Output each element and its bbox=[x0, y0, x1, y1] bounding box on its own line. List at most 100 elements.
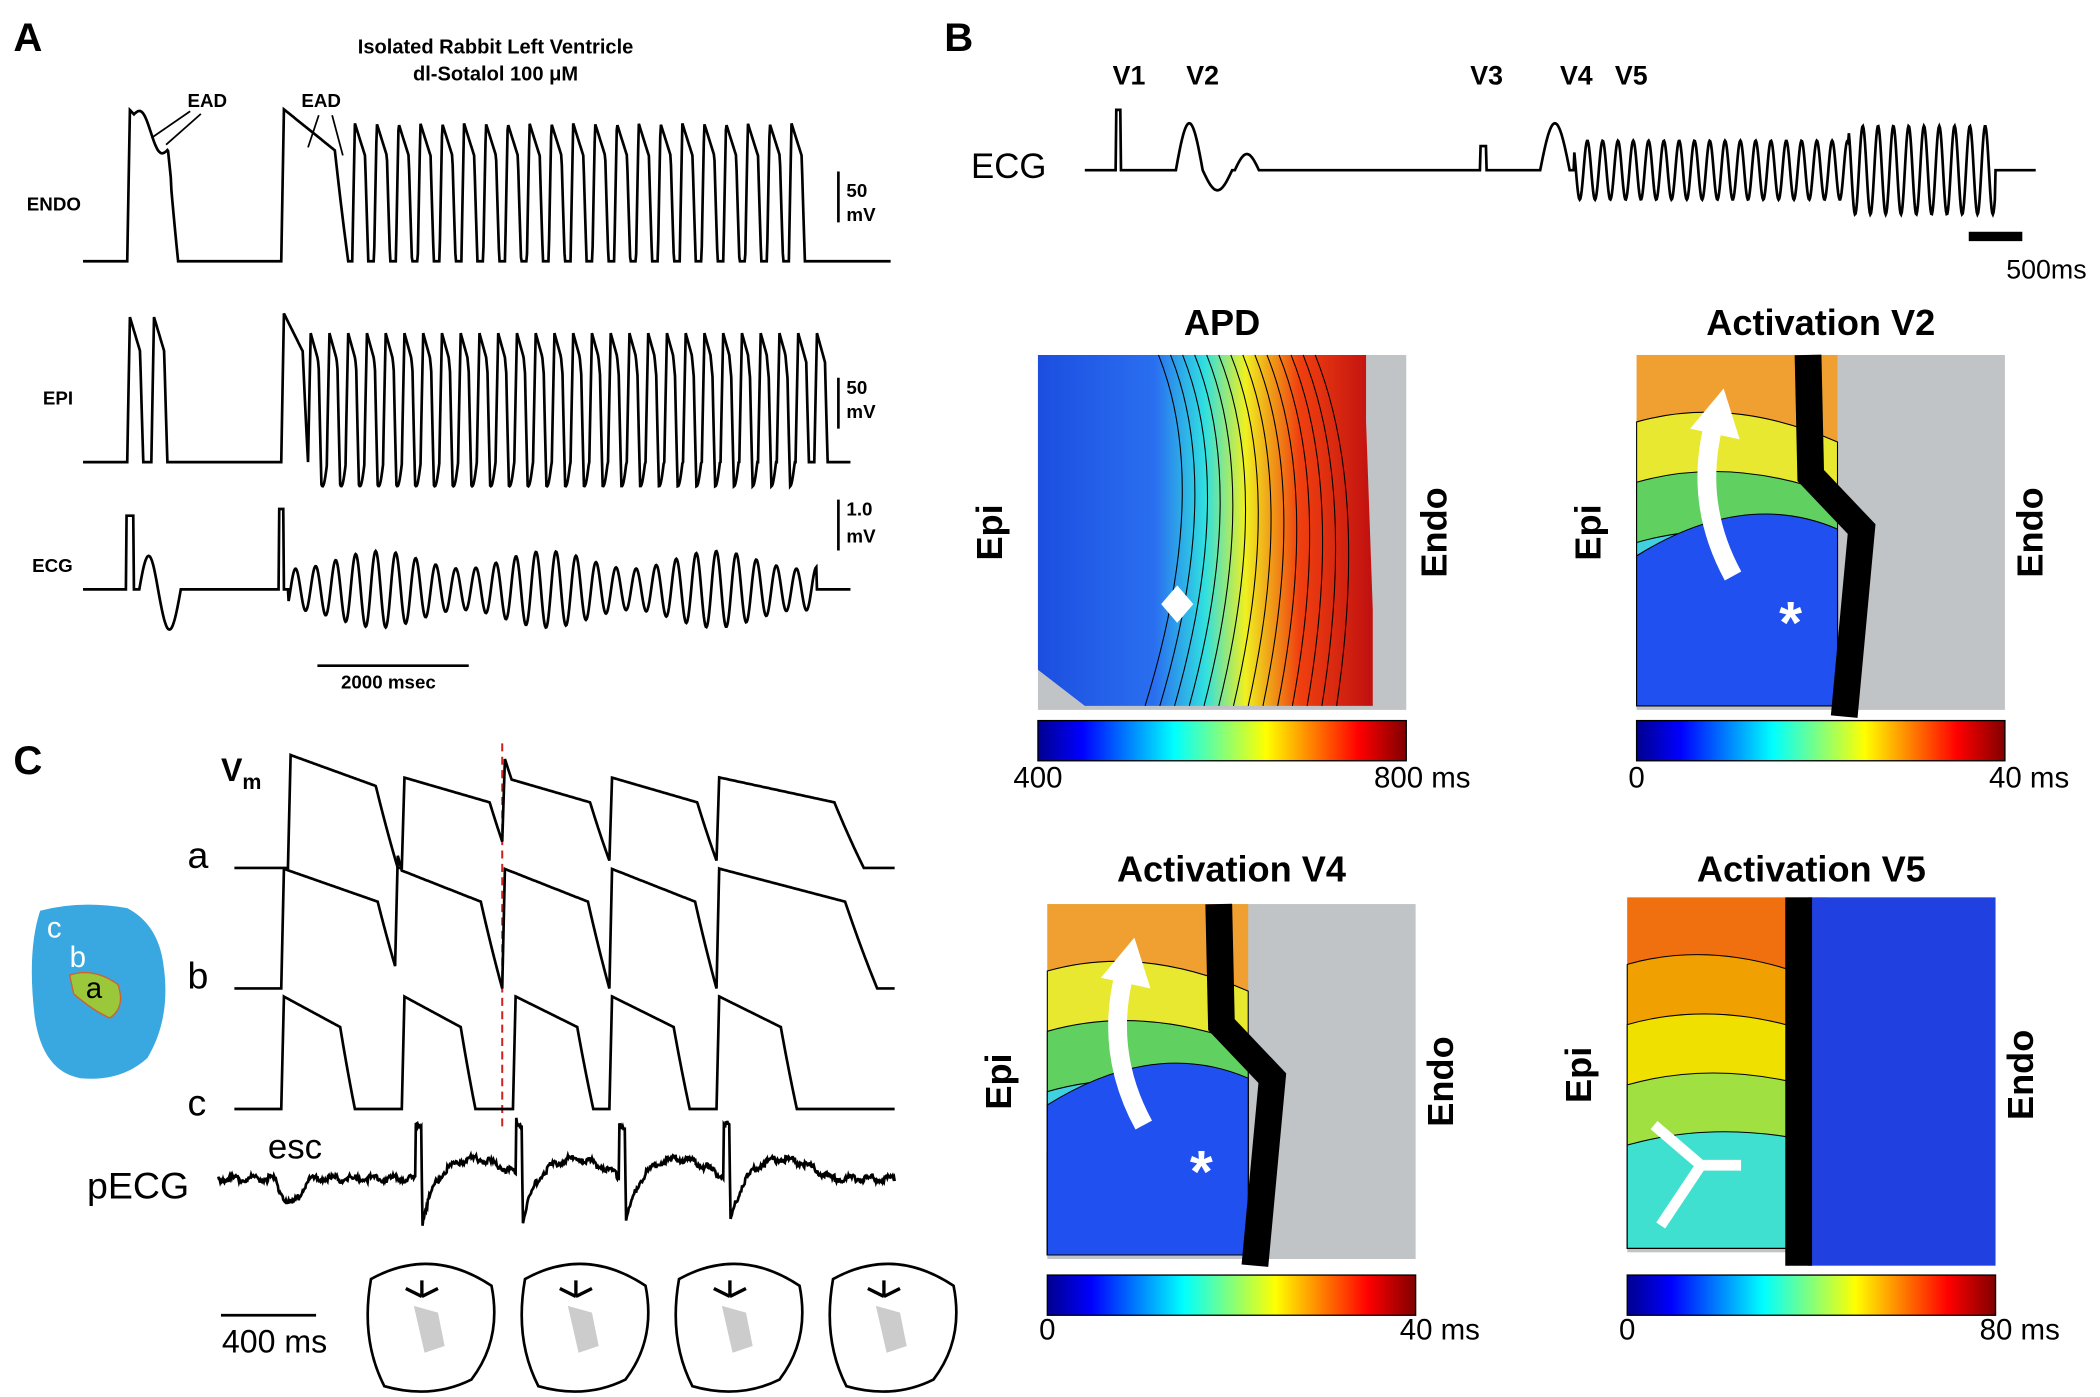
diamond bbox=[1161, 585, 1194, 623]
map-panel: Activation V2 Epi Endo * 0 40 ms bbox=[1567, 302, 2069, 795]
annotation: esc bbox=[268, 1128, 322, 1167]
arrows bbox=[559, 1280, 593, 1298]
contour bbox=[1230, 354, 1259, 706]
side-label: Epi bbox=[978, 1053, 1019, 1109]
propagation-arrow bbox=[1108, 968, 1153, 1130]
inset-label: b bbox=[70, 941, 86, 974]
map-region bbox=[1636, 513, 1839, 707]
vm-label: Vm bbox=[221, 752, 261, 794]
colorbar bbox=[1635, 719, 2006, 762]
trace bbox=[1084, 108, 2036, 218]
colorbar bbox=[1046, 1274, 1417, 1316]
trace-label: c bbox=[188, 1082, 207, 1124]
inset-label: c bbox=[47, 912, 62, 945]
trace bbox=[83, 507, 851, 631]
colorbar-max: 80 ms bbox=[1980, 1313, 2060, 1346]
arrow-head bbox=[1690, 388, 1740, 440]
side-label: Endo bbox=[1413, 487, 1454, 577]
contour bbox=[1174, 354, 1209, 707]
inset-region bbox=[68, 971, 122, 1019]
map-panel: Activation V4 Epi Endo * 0 40 ms bbox=[978, 848, 1480, 1346]
contour bbox=[1159, 354, 1196, 707]
side-label: Endo bbox=[2000, 1030, 2041, 1120]
panel-label: B bbox=[944, 15, 973, 60]
arrows bbox=[405, 1280, 439, 1298]
trace-label: ENDO bbox=[27, 193, 81, 214]
trace bbox=[83, 106, 891, 263]
colorbar-min: 0 bbox=[1619, 1313, 1635, 1346]
panel-label: C bbox=[13, 738, 42, 783]
beat-label: V2 bbox=[1186, 60, 1219, 90]
time-scale: 500ms bbox=[2006, 255, 2086, 285]
map-panel: APD Epi Endo 400 800 ms bbox=[969, 302, 1471, 795]
trace-label: ECG bbox=[32, 555, 73, 576]
title: Isolated Rabbit Left Ventricle bbox=[358, 37, 634, 59]
septal-wall bbox=[1794, 354, 1876, 718]
contour bbox=[1218, 354, 1247, 706]
map-title: Activation V5 bbox=[1697, 848, 1926, 889]
colorbar bbox=[1037, 719, 1407, 762]
marker: * bbox=[1190, 1140, 1213, 1205]
scale-label: mV bbox=[846, 525, 876, 546]
arrows bbox=[867, 1280, 901, 1298]
scale-label: 1.0 bbox=[846, 499, 872, 520]
side-label: Epi bbox=[1558, 1047, 1599, 1103]
map-title: Activation V2 bbox=[1706, 302, 1935, 343]
annotation: EAD bbox=[301, 90, 341, 111]
contour bbox=[1266, 354, 1298, 706]
side-label: Endo bbox=[1420, 1036, 1461, 1126]
map-panel: Activation V5 Epi Endo 0 80 ms bbox=[1558, 848, 2060, 1346]
side-label: Endo bbox=[2009, 487, 2050, 577]
heart-region bbox=[721, 1305, 753, 1353]
time-scale: 400 ms bbox=[222, 1324, 327, 1360]
contour bbox=[1242, 354, 1272, 706]
trace bbox=[234, 855, 895, 990]
scale-label: 50 bbox=[846, 180, 867, 201]
arrow-head bbox=[1100, 937, 1151, 989]
scale-bars bbox=[317, 171, 840, 668]
scale-label: 50 bbox=[846, 377, 867, 398]
colorbar bbox=[1626, 1274, 1997, 1316]
heart-region bbox=[567, 1305, 599, 1353]
contour bbox=[1278, 354, 1311, 706]
apd-map bbox=[1037, 354, 1373, 706]
colorbar-min: 0 bbox=[1039, 1313, 1055, 1346]
contour bbox=[1254, 354, 1285, 706]
contour bbox=[1314, 354, 1350, 706]
map-region bbox=[1046, 1062, 1249, 1256]
map-region bbox=[1808, 897, 1996, 1266]
ecg-label: ECG bbox=[971, 147, 1046, 186]
propagation-arrow bbox=[1650, 1120, 1742, 1229]
contour bbox=[1290, 354, 1324, 706]
heart-region bbox=[413, 1305, 445, 1353]
propagation-arrow bbox=[1697, 419, 1742, 581]
time-scale: 2000 msec bbox=[341, 671, 436, 692]
trace bbox=[217, 1117, 896, 1226]
colorbar-max: 40 ms bbox=[1400, 1313, 1480, 1346]
trace bbox=[83, 312, 851, 490]
beat-label: V3 bbox=[1470, 60, 1503, 90]
side-label: Epi bbox=[969, 504, 1010, 560]
side-label: Epi bbox=[1567, 504, 1608, 560]
scale-label: mV bbox=[846, 204, 876, 225]
scale-bar bbox=[1968, 231, 2023, 242]
arrows bbox=[150, 110, 344, 156]
colorbar-max: 40 ms bbox=[1989, 762, 2069, 795]
trace-label: pECG bbox=[87, 1165, 189, 1207]
colorbar-min: 0 bbox=[1628, 762, 1644, 795]
scale-label: mV bbox=[846, 401, 876, 422]
beat-label: V4 bbox=[1560, 60, 1593, 90]
heart-region bbox=[875, 1305, 907, 1353]
trace-label: EPI bbox=[43, 388, 73, 409]
arrows bbox=[713, 1280, 747, 1298]
map-title: Activation V4 bbox=[1117, 848, 1346, 889]
contour bbox=[1302, 354, 1337, 706]
marker: * bbox=[1779, 591, 1802, 656]
trace bbox=[234, 753, 895, 870]
septal-wall bbox=[1205, 903, 1287, 1267]
title: dl-Sotalol 100 μM bbox=[413, 63, 578, 85]
trace-label: b bbox=[188, 954, 209, 996]
trace bbox=[234, 994, 895, 1111]
contour bbox=[1203, 354, 1234, 707]
